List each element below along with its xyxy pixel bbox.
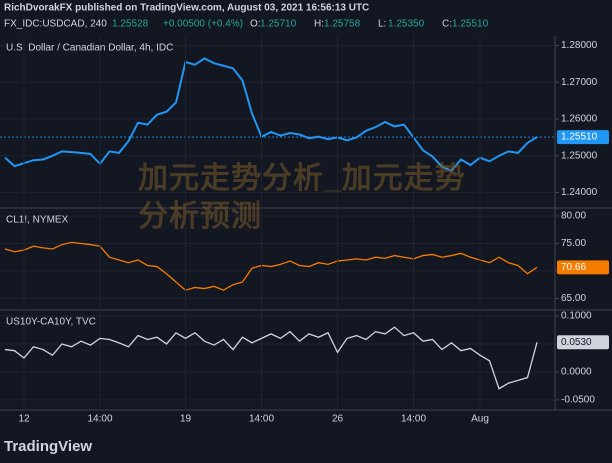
symbol: FX_IDC:USDCAD, 240 [4,19,107,30]
x-tick-label: Aug [471,414,489,425]
ohlc-value: 1.25350 [388,19,425,30]
change: +0.00500 (+0.4%) [163,19,243,30]
line [4,241,538,291]
logo: TradingView [4,438,92,455]
y-tick-label: 1.27000 [561,77,598,88]
ohlc-value: 1.25510 [452,19,489,30]
ohlc-label: O: [250,19,261,30]
y-tick-label: 1.26000 [561,114,598,125]
y-tick-label: 1.24000 [561,187,598,198]
y-tick-label: 0.1000 [561,311,592,322]
y-tick-label: 75.00 [561,238,586,249]
last-value-box [557,130,609,145]
last-value-label: 70.66 [561,262,586,273]
watermark: 加元走势分析_加元走势分析预测 [138,162,466,233]
y-tick-label: 80.00 [561,211,586,222]
x-tick-label: 14:00 [249,414,274,425]
x-tick-label: 26 [332,414,344,425]
last-value-box [557,335,609,350]
y-tick-label: 1.25000 [561,150,598,161]
line [4,326,538,390]
ohlc-value: 1.25758 [324,19,361,30]
ohlc-label: H: [314,19,324,30]
x-tick-label: 12 [18,414,30,425]
x-tick-label: 14:00 [401,414,426,425]
last-value-box [557,260,609,275]
last-value-label: 0.0530 [561,337,592,348]
line [4,57,538,172]
y-tick-label: 0.0000 [561,367,592,378]
y-tick-label: 65.00 [561,293,586,304]
publisher: RichDvorakFX published on TradingView.co… [4,3,369,14]
price: 1.25528 [112,19,149,30]
x-tick-label: 14:00 [87,414,112,425]
ohlc-value: 1.25710 [260,19,297,30]
pane-title: U.S. Dollar / Canadian Dollar, 4h, IDC [6,43,173,54]
ohlc-label: C: [442,19,452,30]
x-tick-label: 19 [180,414,192,425]
ohlc-label: L: [378,19,386,30]
pane-title: CL1!, NYMEX [6,215,69,226]
y-tick-label: 1.28000 [561,40,598,51]
pane-title: US10Y-CA10Y, TVC [6,317,96,328]
last-value-label: 1.25510 [561,132,598,143]
y-tick-label: -0.0500 [561,395,595,406]
